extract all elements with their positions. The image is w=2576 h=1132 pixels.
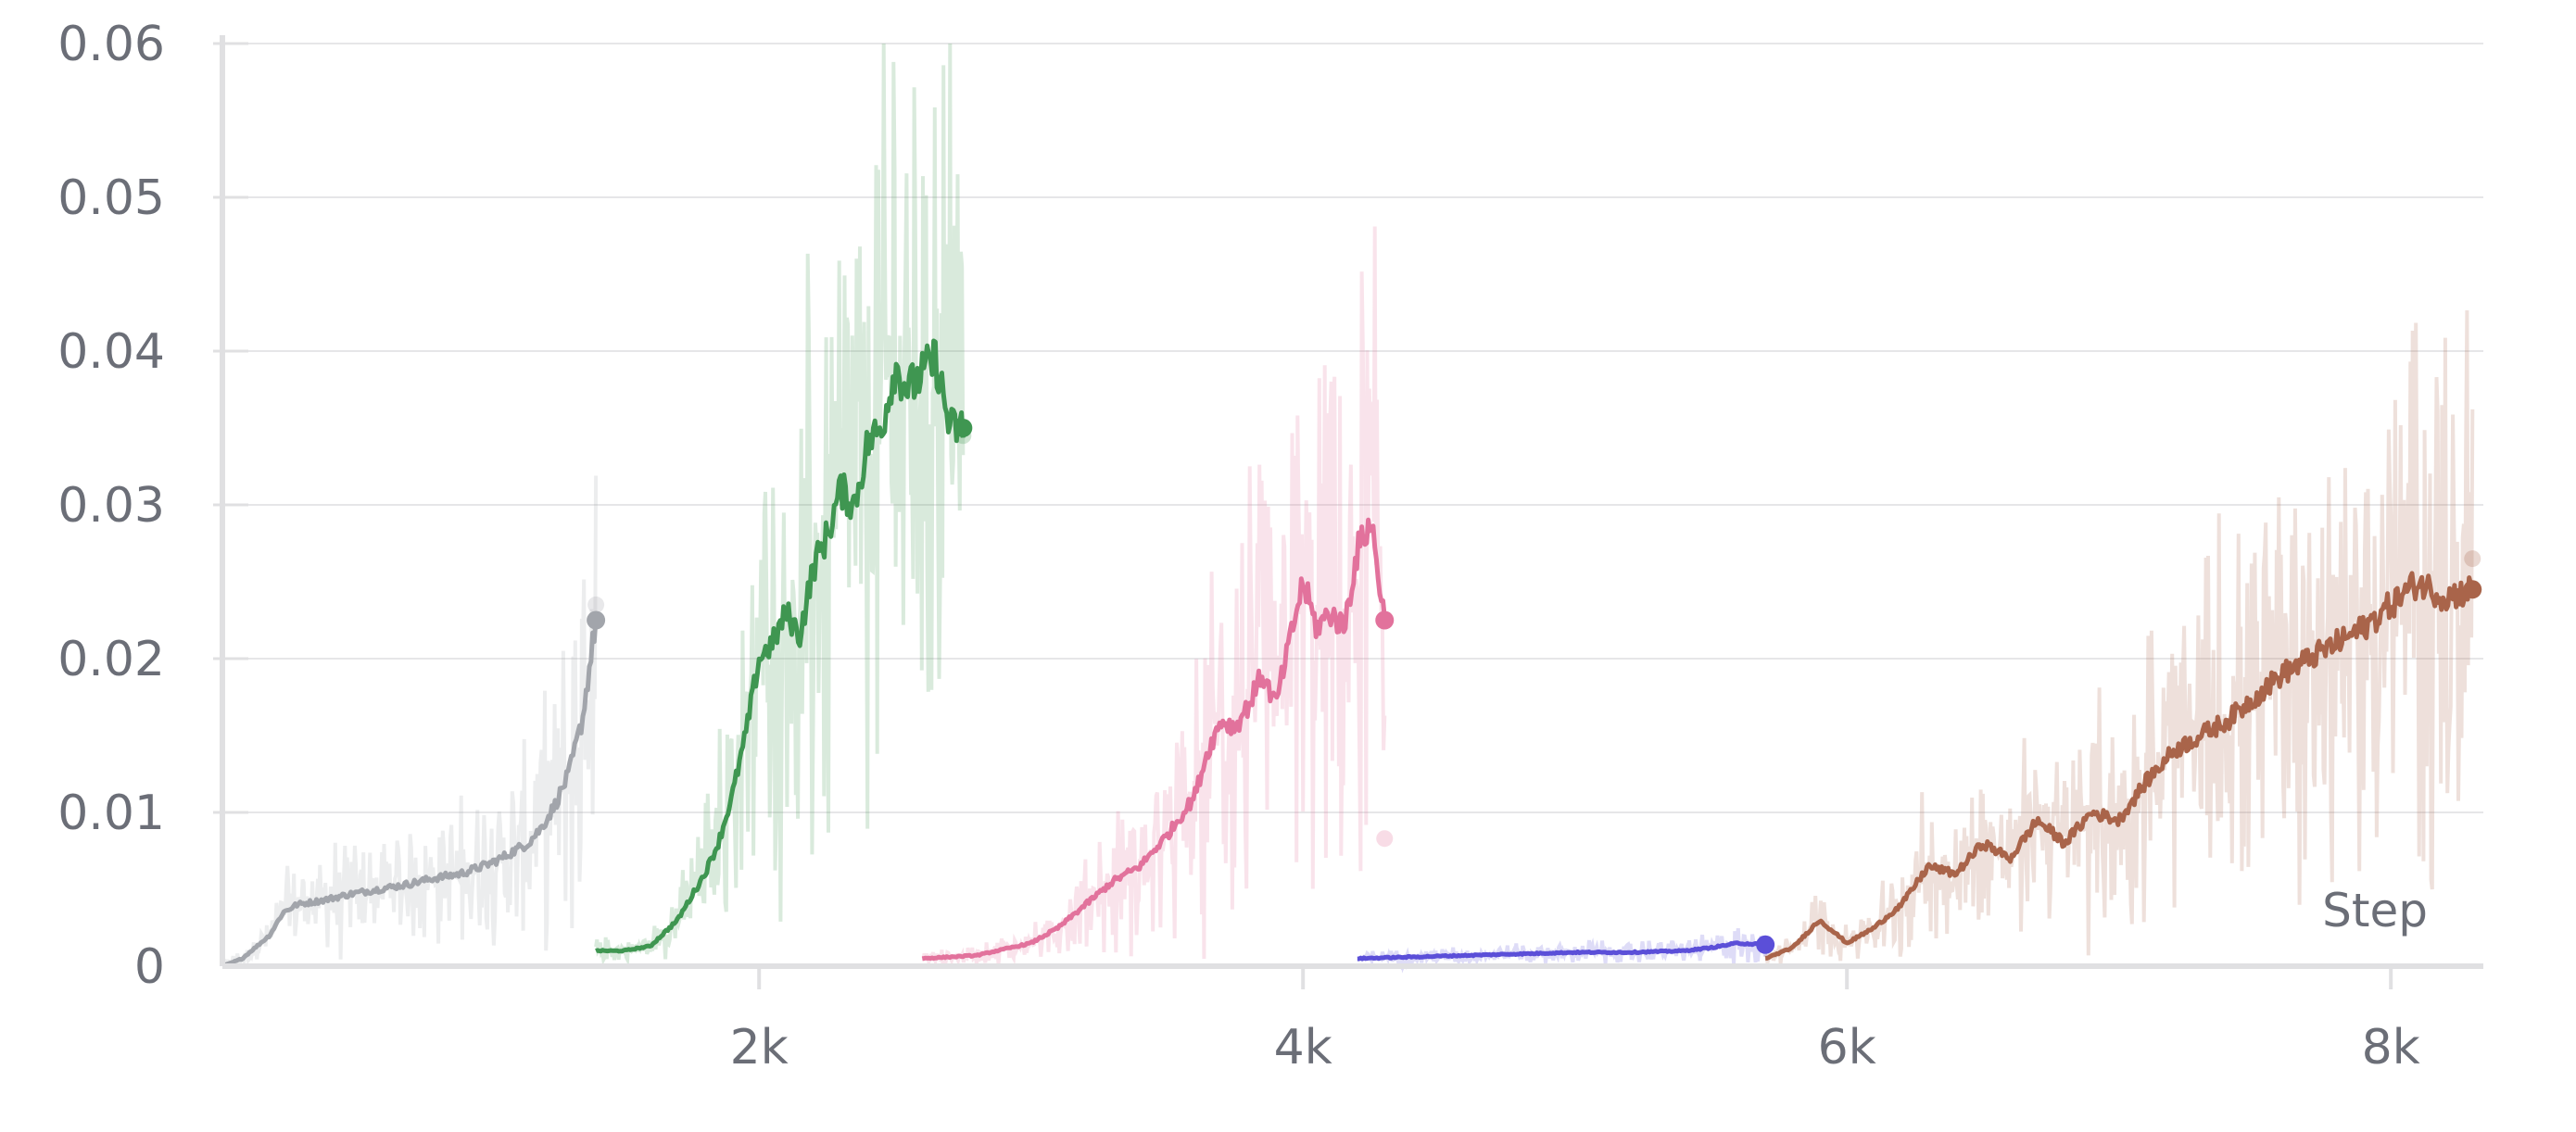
series-4-line — [1764, 571, 2475, 961]
series-3-line — [1357, 940, 1767, 962]
axes — [213, 35, 2483, 989]
series-2-raw-end-marker — [1376, 830, 1394, 848]
series-4-end-marker — [2463, 580, 2482, 599]
x-tick-label: 2k — [730, 1020, 789, 1075]
y-tick-label: 0.02 — [57, 632, 165, 687]
series-4-raw-band — [1763, 309, 2475, 964]
series-2-raw-band — [921, 226, 1387, 968]
x-tick-label: 6k — [1818, 1020, 1876, 1075]
series-0-line — [222, 618, 599, 969]
series-0-raw-band — [221, 475, 599, 969]
series-4-raw-line — [1763, 309, 2475, 964]
series-1-line — [595, 338, 966, 954]
y-tick-label: 0.04 — [57, 324, 165, 380]
series-1-end-marker — [953, 419, 973, 437]
y-tick-label: 0.05 — [57, 170, 165, 226]
series-0-end-marker — [587, 610, 606, 630]
y-tick-label: 0 — [134, 939, 165, 995]
series-0-raw-line — [221, 475, 599, 969]
series-4-raw-end-marker — [2464, 550, 2481, 568]
x-tick-label: 4k — [1274, 1020, 1332, 1075]
series-1-raw-line — [594, 43, 966, 967]
tick-labels: 0 0.01 0.02 0.03 0.04 0.05 0.06 2k 4k 6k 8k — [57, 17, 2420, 1075]
y-tick-label: 0.01 — [57, 786, 165, 841]
series-2-line — [921, 517, 1387, 962]
series-lines — [222, 338, 2482, 969]
series-2-end-marker — [1375, 610, 1395, 630]
series-1-raw-band — [594, 43, 966, 967]
series-0-raw-end-marker — [587, 596, 605, 613]
x-tick-label: 8k — [2362, 1020, 2420, 1075]
y-tick-label: 0.06 — [57, 17, 165, 72]
x-axis-label: Step — [2322, 884, 2428, 937]
series-3-end-marker — [1756, 935, 1775, 954]
y-tick-label: 0.03 — [57, 478, 165, 534]
series-2-raw-line — [921, 226, 1387, 968]
